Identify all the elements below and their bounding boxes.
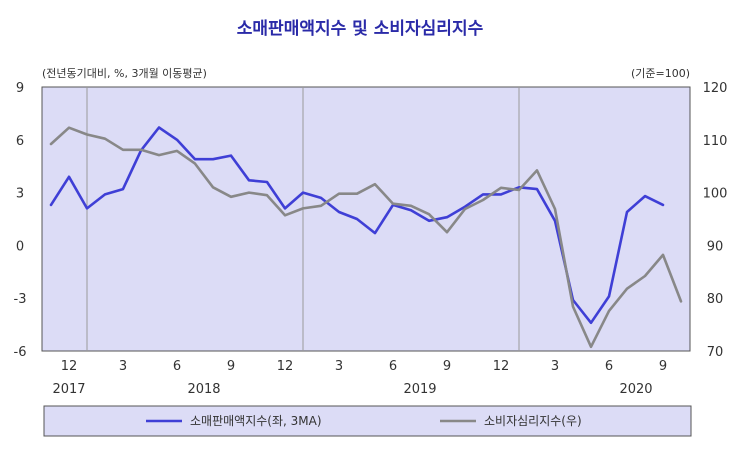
left-tick-label: 6: [16, 134, 24, 149]
year-separators: [86, 87, 520, 351]
year-labels: 2017 2018 2019 2020: [52, 382, 652, 397]
left-tick-label: 3: [16, 187, 24, 202]
right-tick-label: 90: [707, 239, 724, 254]
plot-area: [41, 86, 691, 352]
legend-items: 소매판매액지수(좌, 3MA) 소비자심리지수(우): [146, 414, 582, 428]
left-axis-note: (전년동기대비, %, 3개월 이동평균): [42, 67, 207, 80]
legend-label-2: 소비자심리지수(우): [484, 414, 582, 428]
x-tick-label: 12: [277, 359, 294, 374]
right-axis-note: (기준=100): [631, 67, 690, 80]
left-tick-label: -6: [14, 345, 27, 360]
x-tick-label: 3: [335, 359, 343, 374]
right-tick-label: 70: [707, 345, 724, 360]
left-tick-label: 9: [16, 81, 24, 96]
left-tick-label: -3: [14, 292, 27, 307]
legend-label-1: 소매판매액지수(좌, 3MA): [190, 414, 322, 428]
x-tick-label: 9: [227, 359, 235, 374]
right-tick-label: 120: [703, 81, 728, 96]
chart-title: 소매판매액지수 및 소비자심리지수: [237, 19, 484, 39]
right-tick-label: 80: [707, 292, 724, 307]
right-tick-label: 100: [703, 187, 728, 202]
series-line-2: [49, 126, 683, 349]
series-lines: [49, 126, 683, 349]
year-label: 2017: [52, 382, 85, 397]
x-tick-label: 6: [389, 359, 397, 374]
x-tick-label: 6: [605, 359, 613, 374]
year-label: 2019: [403, 382, 436, 397]
legend: [43, 405, 692, 437]
x-axis-ticks: 12 3 6 9 12 3 6 9 12 3 6 9: [61, 359, 667, 374]
right-axis-ticks: 120 110 100 90 80 70: [703, 81, 728, 360]
year-label: 2020: [619, 382, 652, 397]
x-tick-label: 3: [119, 359, 127, 374]
year-label: 2018: [187, 382, 220, 397]
x-tick-label: 9: [659, 359, 667, 374]
x-tick-label: 12: [61, 359, 78, 374]
left-tick-label: 0: [16, 239, 24, 254]
right-tick-label: 110: [703, 134, 728, 149]
x-tick-label: 9: [443, 359, 451, 374]
left-axis-ticks: 9 6 3 0 -3 -6: [14, 81, 27, 360]
x-tick-label: 12: [493, 359, 510, 374]
x-tick-label: 6: [173, 359, 181, 374]
x-tick-label: 3: [551, 359, 559, 374]
